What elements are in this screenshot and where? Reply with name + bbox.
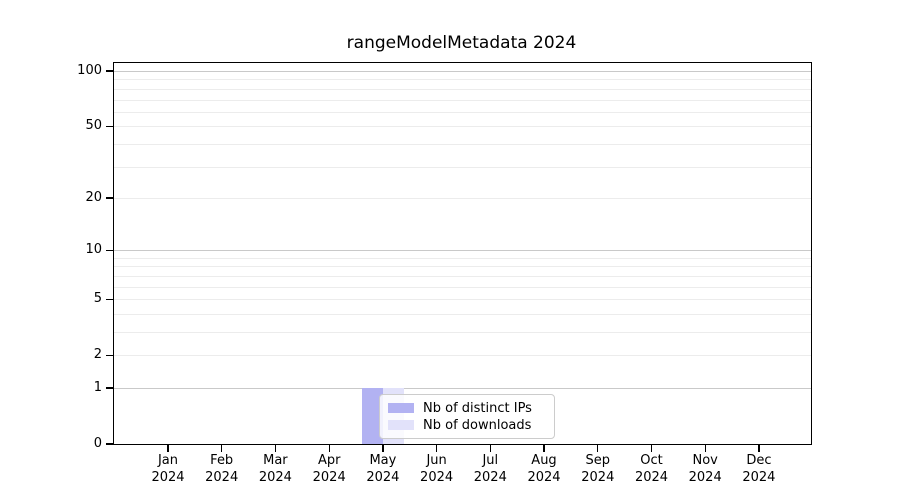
gridline-minor-80: [114, 88, 811, 90]
gridline-minor-4: [114, 313, 811, 315]
x-tick-label-jun: Jun 2024: [420, 453, 454, 485]
y-tick-100: [106, 70, 113, 72]
y-tick-label-50: 50: [85, 118, 102, 134]
gridline-minor-60: [114, 111, 811, 113]
x-tick-aug: [543, 444, 545, 452]
x-tick-label-oct: Oct 2024: [634, 453, 669, 485]
gridline-minor-2: [114, 355, 811, 357]
gridline-major-1: [114, 388, 811, 389]
y-tick-label-20: 20: [85, 189, 102, 205]
x-tick-label-dec: Dec 2024: [742, 453, 776, 485]
gridline-minor-3: [114, 332, 811, 333]
gridline-minor-5: [114, 299, 811, 301]
x-tick-label-apr: Apr 2024: [312, 453, 346, 485]
legend-entry-distinct-ips: Nb of distinct IPs: [388, 400, 546, 416]
y-tick-0: [106, 443, 113, 445]
x-tick-nov: [704, 444, 706, 452]
x-tick-label-aug: Aug 2024: [527, 453, 561, 485]
legend-label-downloads: Nb of downloads: [423, 417, 532, 433]
x-tick-label-nov: Nov 2024: [688, 453, 722, 485]
gridline-minor-20: [114, 197, 811, 199]
x-tick-oct: [650, 444, 653, 452]
x-tick-label-may: May 2024: [366, 453, 400, 485]
x-tick-label-mar: Mar 2024: [258, 453, 292, 485]
x-axis: Jan 2024 Feb 2024 Mar 2024 Apr 2024 May 2024 Jun 20…: [114, 63, 811, 485]
y-tick-50: [106, 125, 113, 127]
x-tick-may: [382, 444, 384, 452]
y-tick-label-100: 100: [77, 63, 102, 78]
gridline-minor-7: [114, 275, 811, 277]
y-tick-label-2: 2: [93, 347, 102, 363]
x-tick-mar: [274, 444, 277, 452]
chart-title: rangeModelMetadata 2024: [346, 33, 577, 53]
x-tick-feb: [221, 444, 223, 452]
x-tick-label-feb: Feb 2024: [205, 453, 239, 485]
y-tick-5: [106, 298, 113, 300]
gridline-minor-8: [114, 266, 811, 268]
legend-swatch-distinct-ips: [388, 403, 414, 413]
legend-label-distinct-ips: Nb of distinct IPs: [423, 400, 532, 416]
plot-area: 0 1 2 5 10 20 50 100 Jan 2024 Feb 2024 Mar 2024 Apr 20…: [77, 62, 812, 485]
y-tick-2: [106, 354, 113, 356]
gridline-minor-90: [114, 79, 811, 81]
y-axis: 0 1 2 5 10 20 50 100: [77, 63, 811, 451]
x-tick-sep: [597, 444, 599, 452]
bar-may-2024-distinct-ips: [361, 388, 383, 444]
gridline-minor-70: [114, 99, 811, 101]
legend: Nb of distinct IPs Nb of downloads: [379, 394, 555, 439]
x-tick-jan: [167, 444, 169, 452]
gridline-major-100: [114, 71, 811, 72]
y-tick-10: [106, 249, 113, 251]
x-tick-label-jan: Jan 2024: [151, 453, 185, 485]
gridline-minor-30: [114, 166, 811, 168]
x-tick-label-sep: Sep 2024: [581, 453, 615, 485]
y-tick-label-0: 0: [93, 436, 102, 451]
x-tick-dec: [758, 444, 760, 452]
x-tick-label-jul: Jul 2024: [473, 453, 507, 485]
gridline-minor-50: [114, 126, 811, 128]
gridlines-layer: [114, 63, 811, 444]
legend-swatch-downloads: [388, 420, 414, 430]
x-tick-apr: [328, 444, 330, 452]
x-tick-jun: [435, 444, 438, 452]
y-tick-label-5: 5: [93, 291, 102, 307]
y-tick-label-1: 1: [93, 380, 102, 395]
y-tick-1: [106, 387, 113, 389]
gridline-minor-40: [114, 143, 811, 145]
x-tick-jul: [489, 444, 491, 452]
legend-entry-downloads: Nb of downloads: [388, 417, 546, 433]
y-tick-label-10: 10: [85, 242, 102, 258]
gridline-minor-6: [114, 286, 811, 288]
gridline-major-10: [114, 250, 811, 252]
gridline-minor-9: [114, 257, 811, 259]
y-tick-20: [106, 197, 113, 199]
